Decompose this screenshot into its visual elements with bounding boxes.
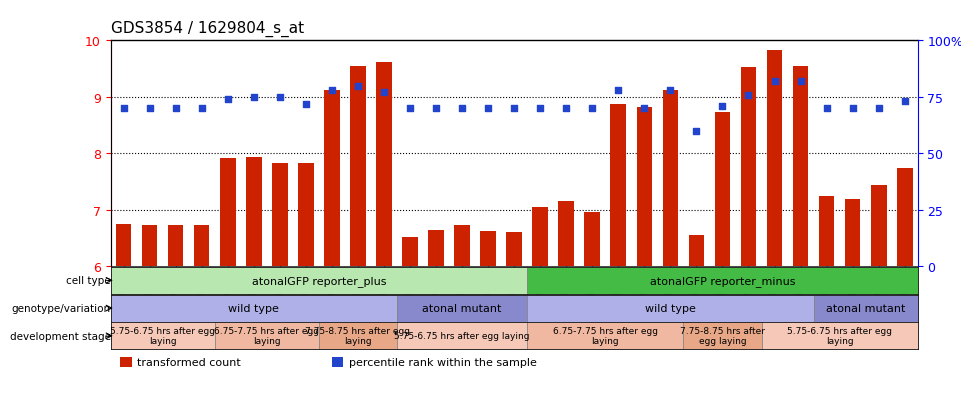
Text: development stage: development stage [10, 331, 111, 341]
Bar [142, 226, 158, 266]
Point [610, 88, 626, 94]
Bar [111, 295, 397, 322]
Point [636, 105, 652, 112]
Point [116, 105, 132, 112]
Bar [480, 232, 496, 266]
Point [272, 94, 287, 101]
Point [506, 105, 522, 112]
Bar [558, 201, 574, 266]
Bar [319, 323, 397, 349]
Point [298, 101, 313, 108]
Bar [111, 267, 528, 294]
Bar [214, 323, 319, 349]
Point [767, 78, 782, 85]
Point [689, 128, 704, 135]
Text: 7.75-8.75 hrs after
egg laying: 7.75-8.75 hrs after egg laying [680, 327, 765, 345]
Point [663, 88, 678, 94]
Point [220, 97, 235, 103]
Bar [120, 357, 132, 367]
Bar [115, 224, 132, 266]
Point [324, 88, 339, 94]
Point [480, 105, 496, 112]
Bar [455, 226, 470, 266]
Point [819, 105, 834, 112]
Point [350, 83, 365, 90]
Text: 6.75-7.75 hrs after egg
laying: 6.75-7.75 hrs after egg laying [553, 327, 657, 345]
Bar [220, 158, 235, 266]
Bar [532, 208, 548, 266]
Bar [767, 51, 782, 266]
Bar [584, 213, 600, 266]
Bar [528, 295, 814, 322]
Bar [402, 237, 418, 266]
Bar [350, 66, 366, 266]
Bar [111, 323, 214, 349]
Bar [819, 196, 834, 266]
Text: wild type: wild type [229, 303, 280, 313]
Bar [528, 267, 918, 294]
Point [142, 105, 158, 112]
Bar [506, 233, 522, 266]
Bar [246, 158, 261, 266]
Bar [715, 113, 730, 266]
Text: atonalGFP reporter_plus: atonalGFP reporter_plus [252, 275, 386, 286]
Text: genotype/variation: genotype/variation [12, 303, 111, 313]
Bar [662, 91, 678, 266]
Text: 5.75-6.75 hrs after egg
laying: 5.75-6.75 hrs after egg laying [787, 327, 892, 345]
Bar [871, 186, 886, 266]
Text: 5.75-6.75 hrs after egg
laying: 5.75-6.75 hrs after egg laying [111, 327, 215, 345]
Bar [814, 295, 918, 322]
Bar [397, 295, 528, 322]
Bar [397, 323, 528, 349]
Text: 7.75-8.75 hrs after egg
laying: 7.75-8.75 hrs after egg laying [306, 327, 410, 345]
Point [429, 105, 444, 112]
Bar [897, 169, 913, 266]
Text: atonalGFP reporter_minus: atonalGFP reporter_minus [650, 275, 795, 286]
Point [246, 94, 261, 101]
Text: atonal mutant: atonal mutant [423, 303, 502, 313]
Point [532, 105, 548, 112]
Text: transformed count: transformed count [137, 357, 241, 367]
Bar [761, 323, 918, 349]
Bar [324, 91, 339, 266]
Point [845, 105, 860, 112]
Text: 6.75-7.75 hrs after egg
laying: 6.75-7.75 hrs after egg laying [214, 327, 319, 345]
Bar [194, 226, 209, 266]
Point [584, 105, 600, 112]
Text: wild type: wild type [645, 303, 696, 313]
Bar [689, 235, 704, 266]
Point [403, 105, 418, 112]
Bar [683, 323, 761, 349]
Point [793, 78, 808, 85]
Text: cell type: cell type [66, 275, 111, 286]
Point [897, 99, 912, 105]
Bar [610, 105, 627, 266]
Bar [793, 66, 808, 266]
Bar [298, 164, 313, 266]
Bar [845, 200, 860, 266]
Point [377, 90, 392, 96]
Text: 5.75-6.75 hrs after egg laying: 5.75-6.75 hrs after egg laying [394, 332, 530, 340]
Point [455, 105, 470, 112]
Point [168, 105, 184, 112]
Bar [168, 226, 184, 266]
Bar [332, 357, 343, 367]
Point [715, 103, 730, 110]
Bar [272, 164, 287, 266]
Bar [429, 231, 444, 266]
Point [871, 105, 886, 112]
Text: GDS3854 / 1629804_s_at: GDS3854 / 1629804_s_at [111, 21, 304, 37]
Point [194, 105, 209, 112]
Point [558, 105, 574, 112]
Text: atonal mutant: atonal mutant [826, 303, 905, 313]
Bar [741, 68, 756, 266]
Bar [636, 108, 653, 266]
Text: percentile rank within the sample: percentile rank within the sample [349, 357, 536, 367]
Bar [376, 63, 392, 266]
Bar [528, 323, 683, 349]
Point [741, 92, 756, 99]
